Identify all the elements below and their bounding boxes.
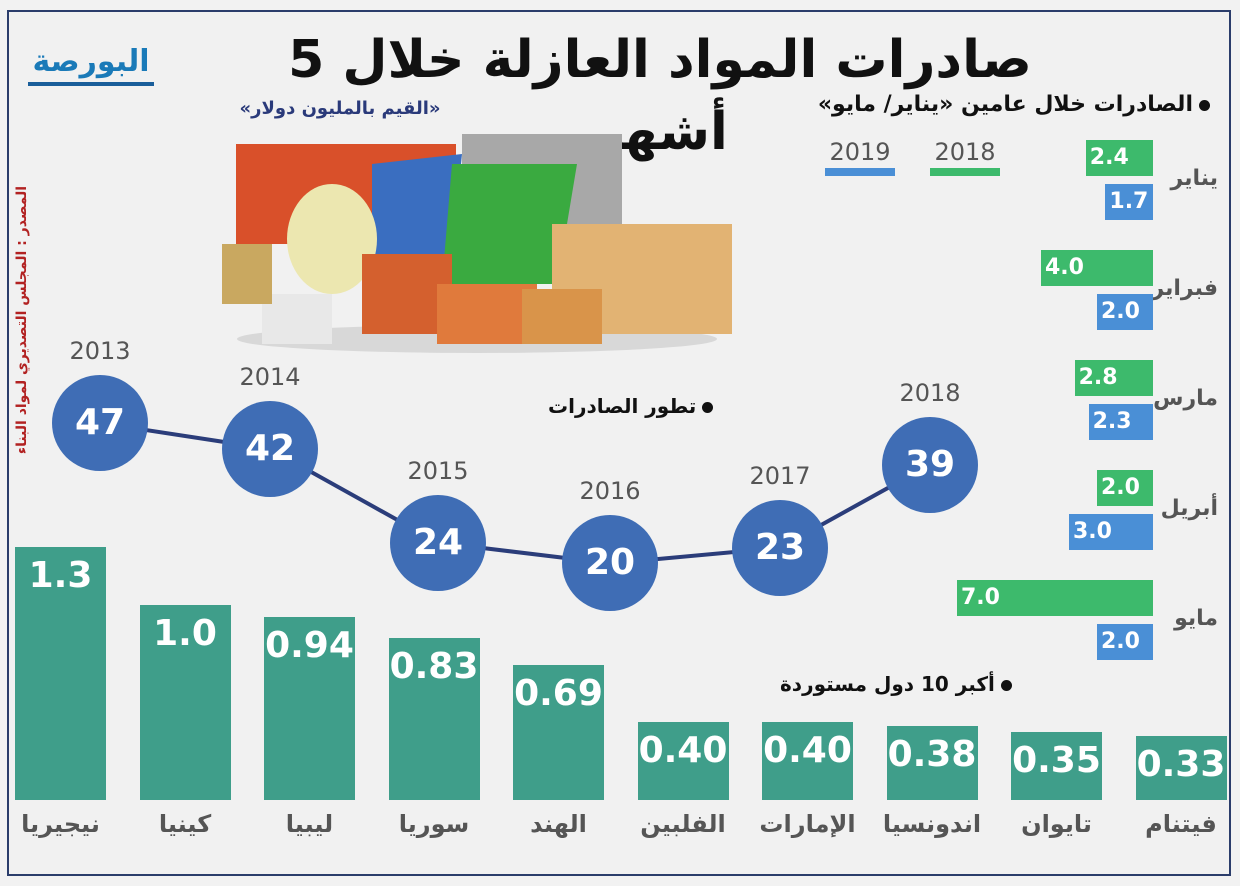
building-materials-illustration — [222, 134, 732, 353]
cement-bags — [222, 244, 272, 304]
country-bar: 0.33 — [1135, 735, 1227, 800]
legend-swatch-2018 — [930, 168, 1000, 176]
trend-point: 24 — [390, 494, 486, 591]
country-label: تايوان — [1021, 810, 1092, 838]
month-label: يناير — [1170, 166, 1218, 191]
bar-2019: 3.0 — [1069, 514, 1153, 550]
country-bar: 0.35 — [1011, 731, 1102, 800]
country-bar: 0.69 — [513, 665, 604, 800]
countries-chart-title-text: أكبر 10 دول مستوردة — [780, 672, 995, 696]
year-label: 2016 — [579, 477, 641, 506]
trend-chart-title: تطور الصادرات — [548, 394, 714, 418]
bullet-icon — [1000, 680, 1012, 691]
country-label: الفلبين — [640, 810, 726, 838]
insulation-roll — [287, 184, 377, 294]
countries-chart-title: أكبر 10 دول مستوردة — [780, 672, 1012, 696]
country-bar: 0.83 — [388, 638, 480, 800]
logo-underline — [28, 82, 154, 86]
bar-2018: 2.0 — [1097, 470, 1153, 506]
trend-point: 42 — [222, 401, 318, 497]
month-label: أبريل — [1160, 496, 1218, 521]
bar-2019: 2.3 — [1088, 404, 1153, 440]
logo: البورصة — [24, 40, 158, 86]
green-roof-tiles — [442, 164, 577, 284]
bar-2018: 4.0 — [1041, 250, 1153, 286]
country-bar: 0.40 — [637, 722, 729, 800]
trend-point: 47 — [52, 375, 148, 471]
bullet-icon — [702, 402, 714, 413]
monthly-chart-title: الصادرات خلال عامين «يناير/ مايو» — [818, 92, 1210, 117]
country-label: سوريا — [398, 810, 470, 838]
bar-2018: 2.4 — [1085, 140, 1153, 176]
paint-buckets — [262, 294, 332, 344]
legend-swatch-2019 — [825, 168, 895, 176]
country-label: فيتنام — [1145, 810, 1217, 838]
month-label: مايو — [1174, 606, 1218, 631]
units-subtitle: «القيم بالمليون دولار» — [239, 98, 441, 119]
bar-2018: 7.0 — [957, 580, 1153, 616]
country-label: اندونسيا — [882, 810, 982, 838]
blue-roof-tiles — [372, 154, 462, 254]
year-label: 2014 — [239, 363, 301, 391]
year-label: 2013 — [69, 337, 131, 365]
trend-point: 39 — [882, 416, 978, 513]
trend-point: 20 — [562, 515, 658, 612]
legend-item-2018: 2018 — [930, 138, 1000, 176]
page-title: صادرات المواد العازلة خلال 5 أشهر — [288, 30, 1032, 162]
bullet-icon — [1199, 99, 1210, 111]
legend-item-2019: 2019 — [825, 138, 895, 176]
country-label: الإمارات — [759, 810, 856, 838]
orange-tiles — [437, 284, 537, 344]
month-label: مارس — [1153, 386, 1218, 411]
year-label: 2017 — [749, 461, 811, 490]
country-bar: 0.40 — [762, 722, 853, 800]
year-label: 2015 — [407, 456, 469, 485]
bar-2019: 2.0 — [1097, 294, 1153, 330]
toolbox — [522, 289, 602, 344]
legend-label-2018: 2018 — [934, 138, 996, 166]
bar-2018: 2.8 — [1074, 360, 1153, 396]
country-label: نيجيريا — [21, 810, 100, 838]
monthly-chart-title-text: الصادرات خلال عامين «يناير/ مايو» — [817, 92, 1193, 117]
country-label: كينيا — [158, 810, 212, 838]
year-label: 2018 — [899, 378, 961, 407]
month-label: فبراير — [1151, 276, 1218, 301]
country-bar: 1.3 — [15, 546, 106, 800]
country-label: الهند — [530, 810, 587, 838]
country-bar: 0.38 — [886, 725, 978, 800]
legend-label-2019: 2019 — [829, 138, 891, 166]
country-bar: 1.0 — [139, 605, 231, 800]
country-bar: 0.94 — [264, 616, 355, 800]
country-label: ليبيا — [285, 810, 334, 838]
bar-2019: 1.7 — [1105, 184, 1153, 220]
trend-chart-title-text: تطور الصادرات — [548, 394, 697, 418]
trend-point: 23 — [732, 499, 828, 596]
bar-2019: 2.0 — [1097, 624, 1153, 660]
logo-text: البورصة — [32, 44, 150, 79]
